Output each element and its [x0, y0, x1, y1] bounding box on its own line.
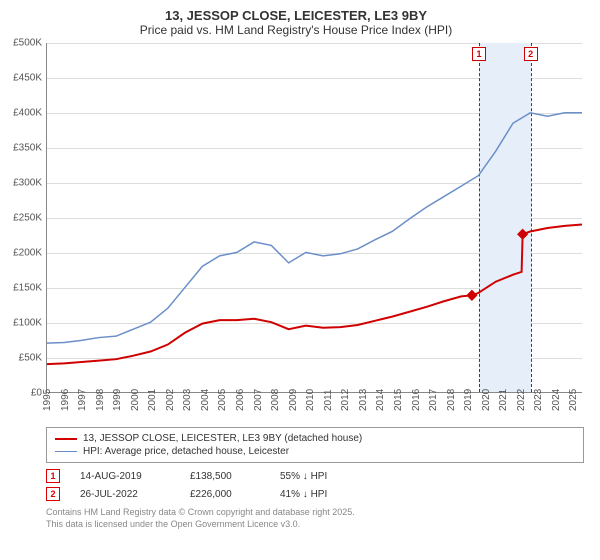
- legend-swatch: [55, 451, 77, 452]
- series-hpi: [47, 113, 582, 343]
- x-tick-label: 2018: [446, 389, 457, 411]
- sales-table: 1 14-AUG-2019 £138,500 55% ↓ HPI 2 26-JUL-202…: [46, 467, 584, 503]
- x-tick-label: 2007: [253, 389, 264, 411]
- x-tick-label: 2021: [498, 389, 509, 411]
- footnote-line: Contains HM Land Registry data © Crown c…: [46, 507, 584, 519]
- x-tick-label: 2000: [130, 389, 141, 411]
- legend-row: HPI: Average price, detached house, Leic…: [55, 445, 575, 458]
- y-tick-label: £500K: [13, 38, 46, 49]
- y-tick-label: £150K: [13, 283, 46, 294]
- sale-date: 26-JUL-2022: [80, 489, 170, 500]
- sale-point: [466, 290, 477, 301]
- plot-inner: 12: [46, 43, 582, 393]
- x-tick-label: 2008: [270, 389, 281, 411]
- x-tick-label: 2017: [428, 389, 439, 411]
- sale-marker-icon: 2: [46, 487, 60, 501]
- sale-price: £226,000: [190, 489, 260, 500]
- x-tick-label: 2001: [147, 389, 158, 411]
- x-tick-label: 2014: [375, 389, 386, 411]
- y-tick-label: £50K: [19, 353, 46, 364]
- y-tick-label: £250K: [13, 213, 46, 224]
- x-tick-label: 2025: [568, 389, 579, 411]
- y-tick-label: £450K: [13, 73, 46, 84]
- y-tick-label: £100K: [13, 318, 46, 329]
- footnote-line: This data is licensed under the Open Gov…: [46, 519, 584, 531]
- x-tick-label: 2005: [217, 389, 228, 411]
- x-axis-ticks: 1995199619971998199920002001200220032004…: [46, 393, 582, 423]
- x-tick-label: 2013: [358, 389, 369, 411]
- chart-container: 13, JESSOP CLOSE, LEICESTER, LE3 9BY Pri…: [0, 0, 600, 560]
- x-tick-label: 2010: [305, 389, 316, 411]
- chart-title: 13, JESSOP CLOSE, LEICESTER, LE3 9BY: [0, 8, 592, 23]
- legend-swatch: [55, 438, 77, 440]
- sale-marker-1: 1: [472, 47, 486, 61]
- x-tick-label: 1996: [60, 389, 71, 411]
- x-tick-label: 2016: [411, 389, 422, 411]
- legend-label: 13, JESSOP CLOSE, LEICESTER, LE3 9BY (de…: [83, 433, 362, 444]
- x-tick-label: 1997: [77, 389, 88, 411]
- sales-row: 2 26-JUL-2022 £226,000 41% ↓ HPI: [46, 485, 584, 503]
- y-tick-label: £400K: [13, 108, 46, 119]
- x-tick-label: 2011: [323, 389, 334, 411]
- legend-row: 13, JESSOP CLOSE, LEICESTER, LE3 9BY (de…: [55, 432, 575, 445]
- x-tick-label: 2019: [463, 389, 474, 411]
- sale-diff: 55% ↓ HPI: [280, 471, 327, 482]
- x-tick-label: 1995: [42, 389, 53, 411]
- chart-subtitle: Price paid vs. HM Land Registry's House …: [0, 23, 592, 37]
- x-tick-label: 2022: [516, 389, 527, 411]
- x-tick-label: 2006: [235, 389, 246, 411]
- sales-row: 1 14-AUG-2019 £138,500 55% ↓ HPI: [46, 467, 584, 485]
- x-tick-label: 2012: [340, 389, 351, 411]
- sale-price: £138,500: [190, 471, 260, 482]
- legend-label: HPI: Average price, detached house, Leic…: [83, 446, 289, 457]
- x-tick-label: 2020: [481, 389, 492, 411]
- sale-point: [517, 229, 528, 240]
- legend: 13, JESSOP CLOSE, LEICESTER, LE3 9BY (de…: [46, 427, 584, 463]
- x-tick-label: 2004: [200, 389, 211, 411]
- sale-marker-2: 2: [524, 47, 538, 61]
- sale-diff: 41% ↓ HPI: [280, 489, 327, 500]
- x-tick-label: 1999: [112, 389, 123, 411]
- y-tick-label: £350K: [13, 143, 46, 154]
- sale-marker-icon: 1: [46, 469, 60, 483]
- x-tick-label: 2003: [182, 389, 193, 411]
- sale-date: 14-AUG-2019: [80, 471, 170, 482]
- plot-area: 12 £0£50K£100K£150K£200K£250K£300K£350K£…: [46, 43, 582, 393]
- x-tick-label: 2009: [288, 389, 299, 411]
- y-tick-label: £200K: [13, 248, 46, 259]
- footnote: Contains HM Land Registry data © Crown c…: [46, 507, 584, 530]
- series-price_paid: [47, 224, 582, 364]
- x-tick-label: 2002: [165, 389, 176, 411]
- x-tick-label: 2023: [533, 389, 544, 411]
- x-tick-label: 2015: [393, 389, 404, 411]
- x-tick-label: 1998: [95, 389, 106, 411]
- chart-svg: [47, 43, 582, 392]
- x-tick-label: 2024: [551, 389, 562, 411]
- y-tick-label: £300K: [13, 178, 46, 189]
